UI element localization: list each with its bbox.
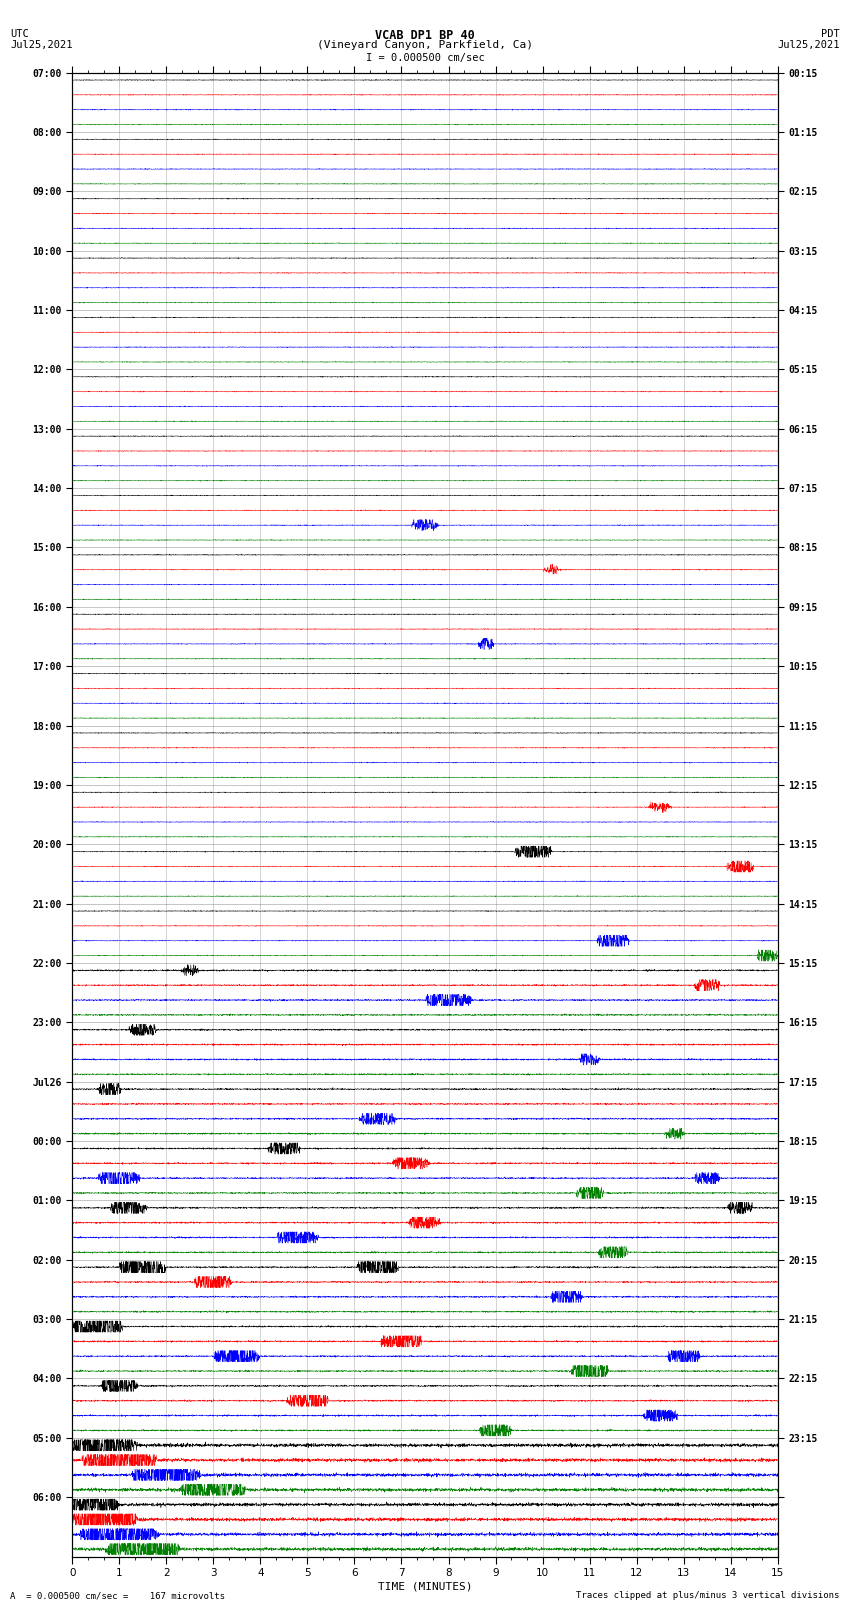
Text: (Vineyard Canyon, Parkfield, Ca): (Vineyard Canyon, Parkfield, Ca)	[317, 40, 533, 50]
Text: UTC: UTC	[10, 29, 29, 39]
Text: PDT: PDT	[821, 29, 840, 39]
Text: A  = 0.000500 cm/sec =    167 microvolts: A = 0.000500 cm/sec = 167 microvolts	[10, 1590, 225, 1600]
Text: Jul25,2021: Jul25,2021	[10, 40, 73, 50]
X-axis label: TIME (MINUTES): TIME (MINUTES)	[377, 1581, 473, 1590]
Text: Traces clipped at plus/minus 3 vertical divisions: Traces clipped at plus/minus 3 vertical …	[576, 1590, 840, 1600]
Text: Jul25,2021: Jul25,2021	[777, 40, 840, 50]
Text: I = 0.000500 cm/sec: I = 0.000500 cm/sec	[366, 53, 484, 63]
Text: VCAB DP1 BP 40: VCAB DP1 BP 40	[375, 29, 475, 42]
